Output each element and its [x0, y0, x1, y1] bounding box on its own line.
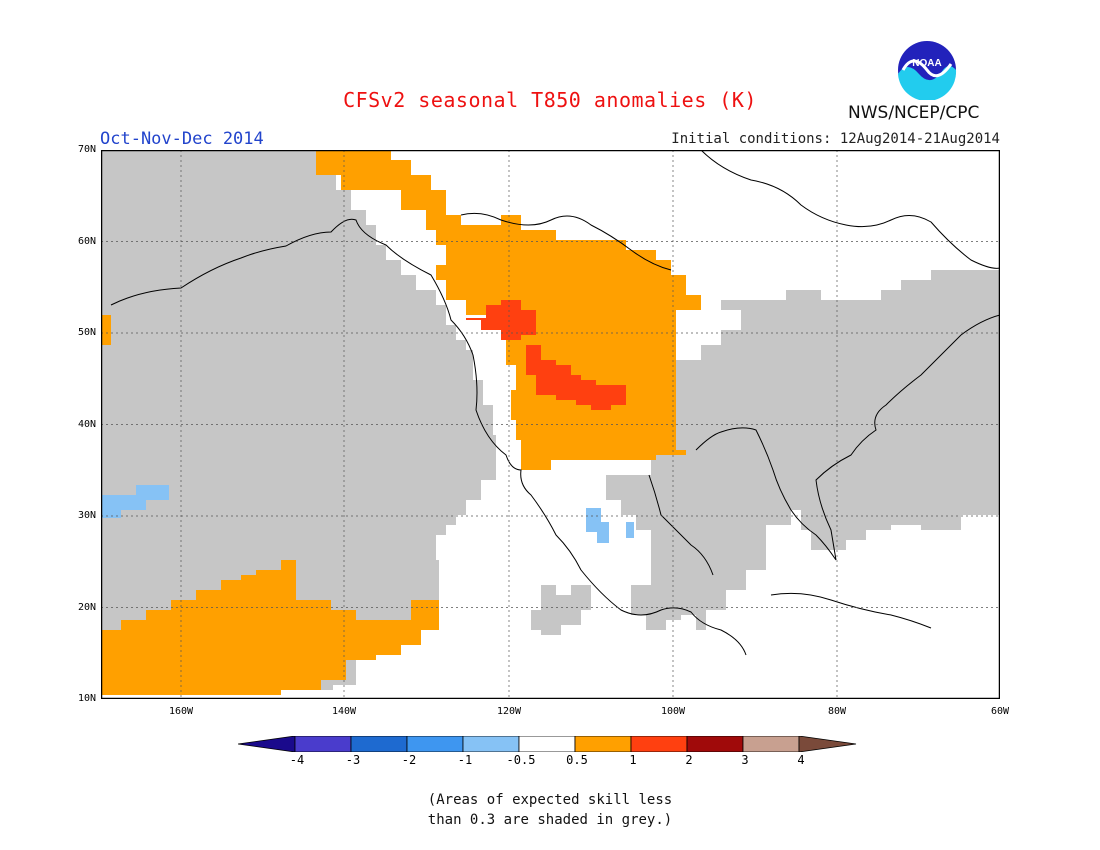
skill-note-line2: than 0.3 are shaded in grey.) — [427, 812, 673, 828]
red-patch-north — [466, 300, 536, 340]
lon-label-60w: 60W — [990, 706, 1010, 717]
legend-swatch-05-1 — [574, 736, 632, 752]
grey-eastern-region — [606, 270, 1000, 630]
legend-swatch-1-2 — [630, 736, 688, 752]
lat-label-60n: 60N — [77, 236, 96, 247]
coastlines — [110, 150, 1000, 656]
lat-label-10n: 10N — [77, 693, 96, 704]
color-legend — [238, 736, 857, 752]
legend-swatch-neg1-neg05 — [462, 736, 520, 752]
legend-label-3: 3 — [741, 753, 749, 767]
legend-label-neg3: -3 — [345, 753, 361, 767]
blue-patch-mexico — [586, 508, 634, 543]
noaa-logo-icon: NOAA — [898, 41, 957, 100]
lon-label-160w: 160W — [168, 706, 194, 717]
legend-swatch-2-3 — [686, 736, 744, 752]
lon-label-140w: 140W — [331, 706, 357, 717]
legend-swatch-neg2-neg1 — [406, 736, 464, 752]
legend-swatch-3-4 — [742, 736, 800, 752]
lon-label-80w: 80W — [827, 706, 847, 717]
blue-patch-west — [101, 485, 169, 518]
initial-conditions-label: Initial conditions: 12Aug2014-21Aug2014 — [671, 131, 1000, 147]
lat-label-20n: 20N — [77, 602, 96, 613]
legend-label-1: 1 — [629, 753, 637, 767]
lon-label-100w: 100W — [660, 706, 686, 717]
graticule — [101, 150, 1000, 699]
season-label: Oct-Nov-Dec 2014 — [100, 129, 264, 149]
legend-label-neg2: -2 — [401, 753, 417, 767]
legend-label-neg1: -1 — [457, 753, 473, 767]
legend-label-4: 4 — [797, 753, 805, 767]
legend-swatch-neg3-neg2 — [350, 736, 408, 752]
svg-text:NOAA: NOAA — [912, 58, 941, 69]
grey-mexico-patch — [531, 585, 591, 635]
organization-label: NWS/NCEP/CPC — [848, 103, 980, 123]
lat-label-30n: 30N — [77, 510, 96, 521]
legend-label-05: 0.5 — [566, 753, 588, 767]
legend-swatch-lt-neg4 — [238, 736, 296, 752]
grey-pacific-region — [101, 150, 496, 695]
lat-label-40n: 40N — [77, 419, 96, 430]
lat-label-50n: 50N — [77, 327, 96, 338]
legend-label-neg05: -0.5 — [506, 753, 536, 767]
legend-swatch-gt-4 — [798, 736, 857, 752]
skill-note-line1: (Areas of expected skill less — [427, 792, 673, 808]
legend-swatch-neg4-neg3 — [294, 736, 352, 752]
red-patch-central — [526, 345, 626, 410]
orange-pacific-south — [101, 560, 439, 695]
map-title: CFSv2 seasonal T850 anomalies (K) — [343, 88, 757, 112]
legend-label-2: 2 — [685, 753, 693, 767]
anomaly-map — [101, 150, 1000, 699]
lat-label-70n: 70N — [77, 144, 96, 155]
legend-label-neg4: -4 — [289, 753, 305, 767]
orange-patch-west — [101, 315, 111, 345]
lon-label-120w: 120W — [496, 706, 522, 717]
legend-swatch-neg05-05 — [518, 736, 576, 752]
